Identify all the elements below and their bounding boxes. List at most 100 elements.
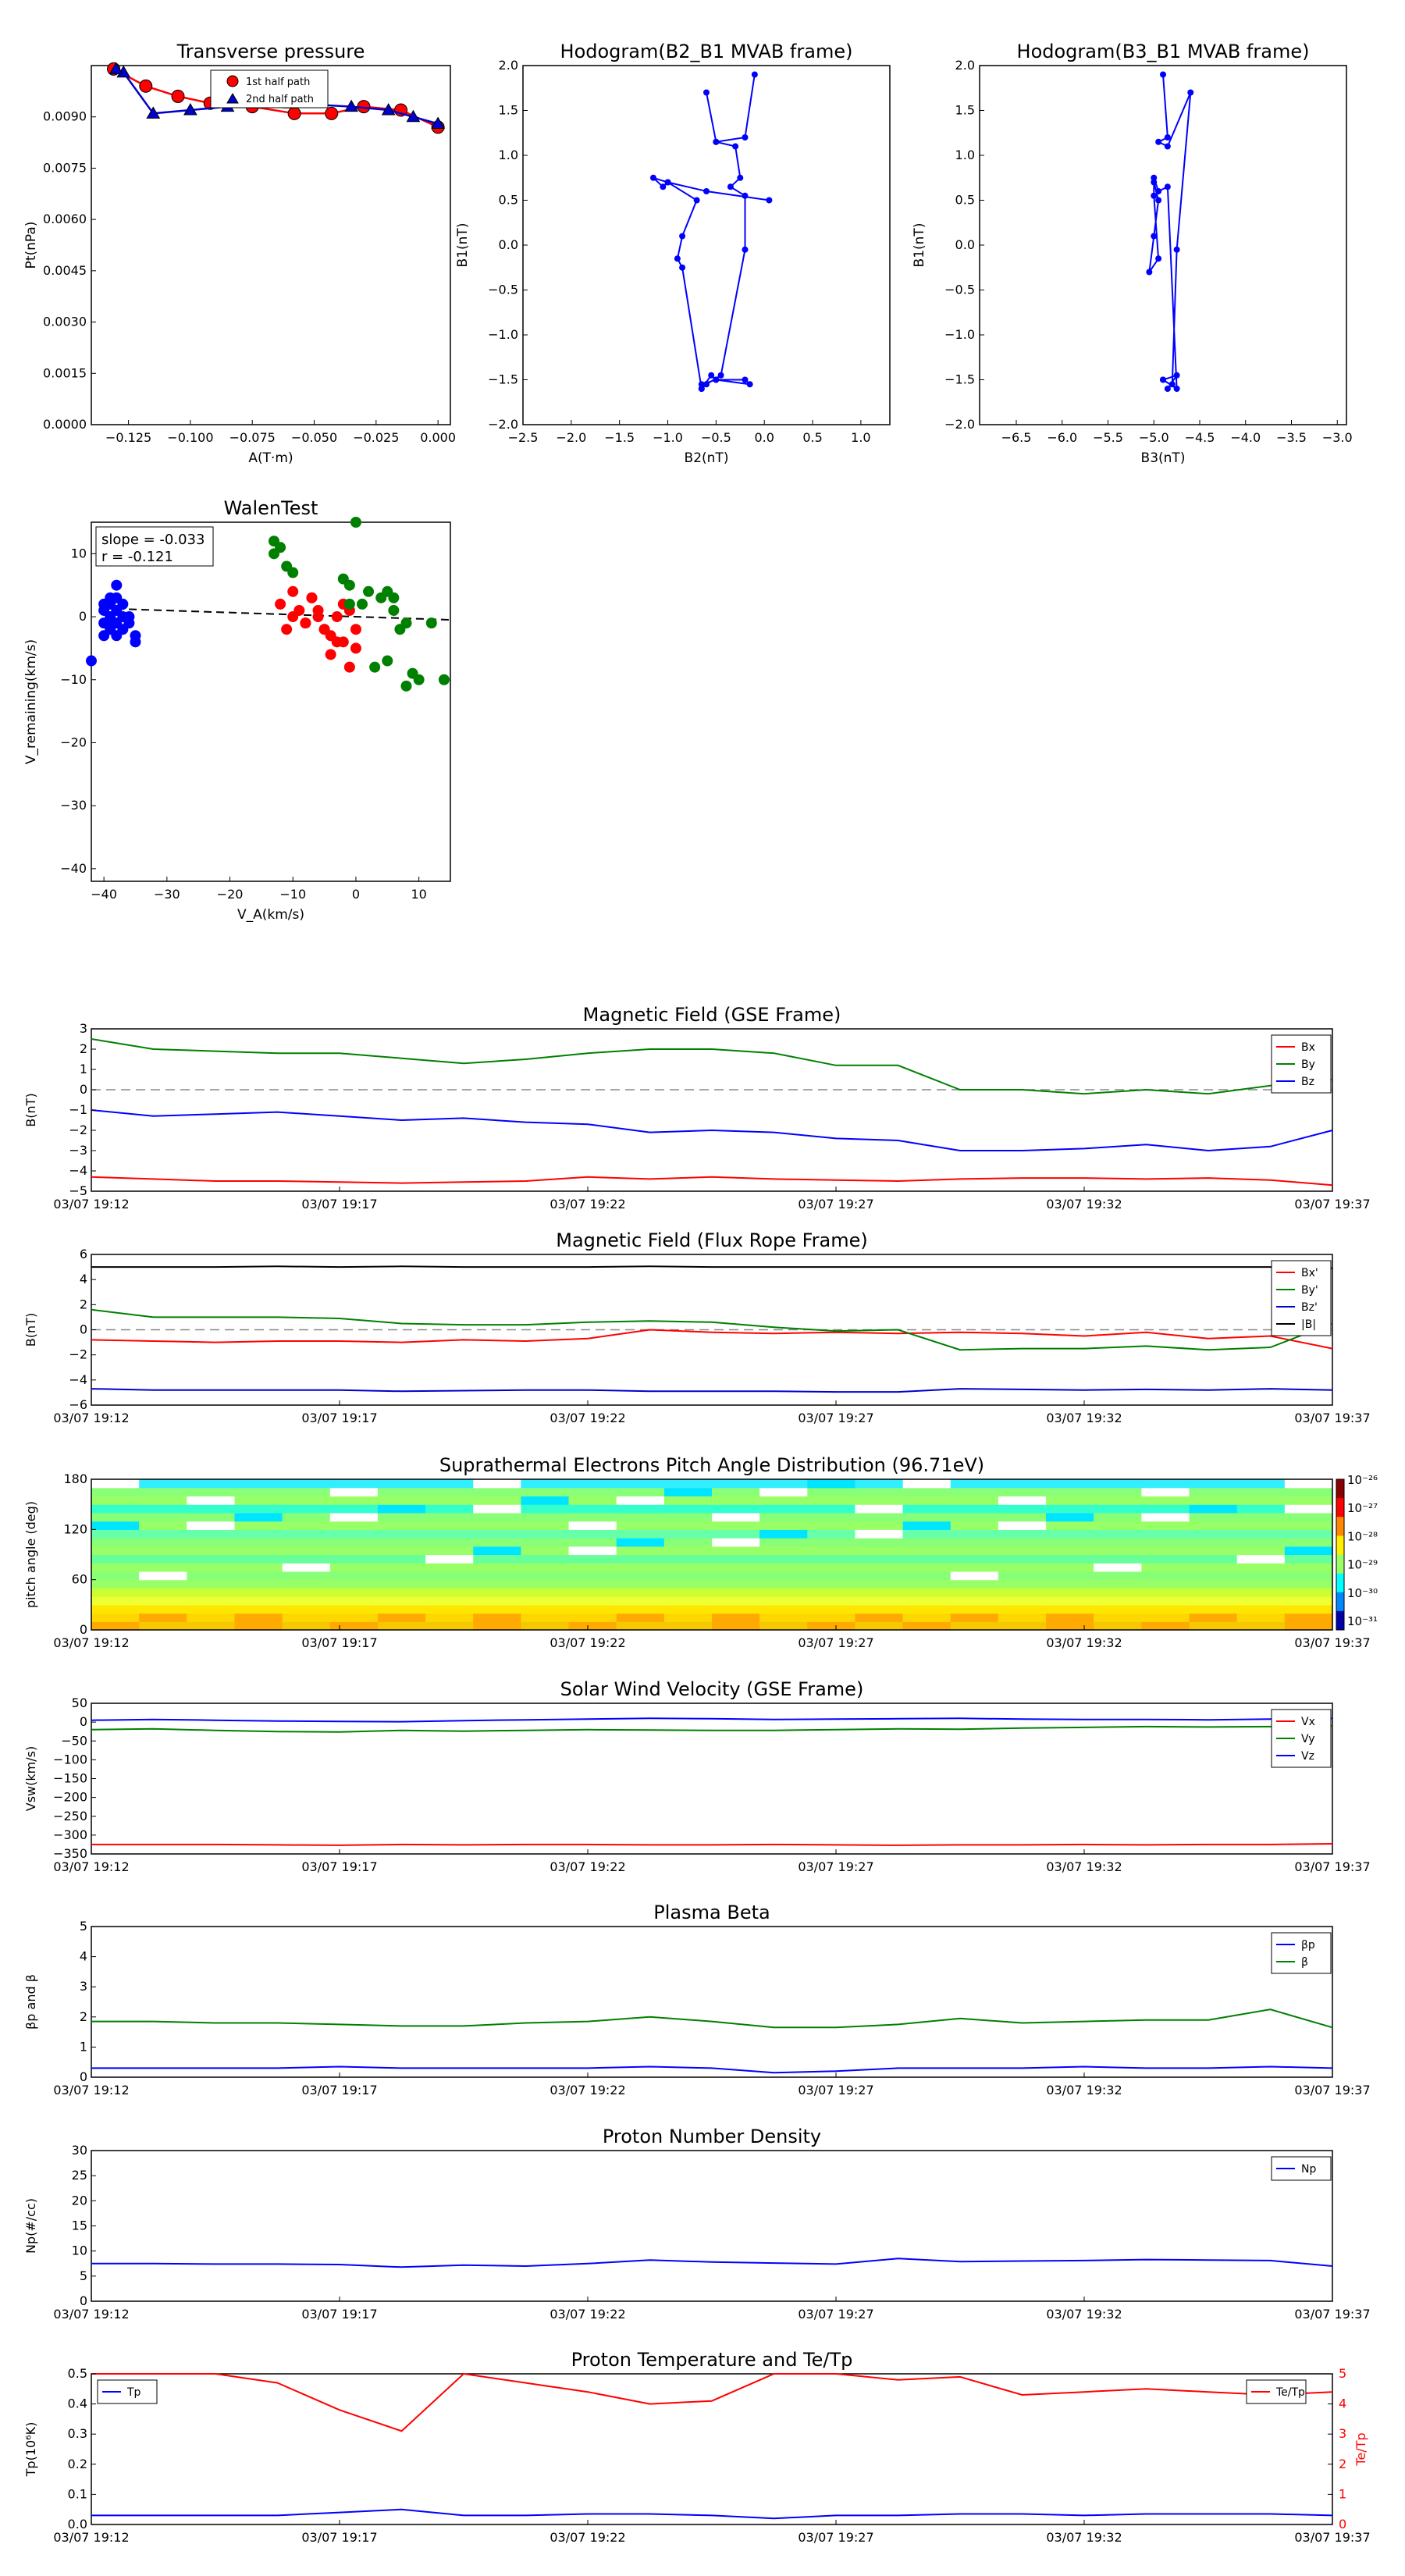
- legend: Vx Vy Vz: [1271, 1709, 1332, 1768]
- hodogram-b2-b1-xtick-label: −0.5: [701, 430, 731, 445]
- heatmap-cell: [616, 1596, 665, 1606]
- heatmap-cell: [855, 1546, 904, 1556]
- data-point: [146, 106, 161, 119]
- heatmap-cell: [377, 1596, 426, 1606]
- hodogram-b3-b1-ytick-label: 1.0: [955, 148, 975, 162]
- data-point: [1155, 255, 1162, 262]
- colorbar-segment: [1336, 1479, 1344, 1499]
- heatmap-cell: [521, 1563, 570, 1572]
- heatmap-cell: [616, 1496, 665, 1505]
- heatmap-cell: [998, 1546, 1047, 1556]
- heatmap-cell: [616, 1538, 665, 1547]
- data-point: [1164, 134, 1171, 141]
- heatmap-cell: [568, 1504, 617, 1514]
- data-point: [679, 264, 686, 271]
- heatmap-cell: [1284, 1479, 1333, 1489]
- heatmap-cell: [91, 1579, 140, 1589]
- heatmap-cell: [902, 1621, 951, 1631]
- data-point: [337, 636, 349, 648]
- heatmap-cell: [855, 1554, 904, 1564]
- heatmap-cell: [234, 1613, 283, 1622]
- magnetic-field-gse-ylabel: B(nT): [23, 1093, 38, 1126]
- legend-label: Vx: [1301, 1716, 1315, 1728]
- heatmap-cell: [521, 1571, 570, 1581]
- data-point: [357, 598, 368, 610]
- heatmap-cell: [1141, 1546, 1190, 1556]
- heatmap-cell: [1284, 1538, 1333, 1547]
- data-point: [1168, 381, 1176, 388]
- heatmap-cell: [521, 1596, 570, 1606]
- heatmap-cell: [1094, 1613, 1142, 1622]
- proton-temperature-frame: [91, 2373, 1333, 2525]
- heatmap-cell: [663, 1504, 713, 1514]
- colorbar-segment: [1336, 1535, 1344, 1555]
- heatmap-cell: [759, 1504, 808, 1514]
- hodogram-b3-b1-ytick-label: 2.0: [955, 58, 975, 73]
- magnetic-field-fr-ytick-label: 4: [80, 1272, 87, 1286]
- heatmap-cell: [998, 1512, 1047, 1522]
- heatmap-cell: [187, 1621, 236, 1631]
- heatmap-cell: [1236, 1479, 1286, 1489]
- heatmap-cell: [1094, 1596, 1142, 1606]
- data-point: [105, 617, 116, 629]
- data-point: [766, 197, 773, 204]
- proton-density-ytick-label: 0: [80, 2293, 87, 2308]
- heatmap-cell: [759, 1563, 808, 1572]
- heatmap-cell: [425, 1588, 474, 1597]
- transverse-pressure-ytick-label: 0.0045: [43, 263, 87, 278]
- plasma-beta-xtick-label: 03/07 19:12: [53, 2083, 129, 2097]
- heatmap-cell: [950, 1588, 999, 1597]
- heatmap-cell: [759, 1487, 808, 1497]
- solar-wind-velocity-ytick-label: −350: [53, 1846, 87, 1861]
- magnetic-field-gse-ytick-label: −2: [69, 1123, 87, 1137]
- heatmap-cell: [759, 1613, 808, 1622]
- heatmap-cell: [473, 1613, 521, 1622]
- heatmap-cell: [1141, 1563, 1190, 1572]
- data-point: [664, 179, 671, 186]
- hodogram-b3-b1-title: Hodogram(B3_B1 MVAB frame): [1017, 41, 1310, 62]
- proton-density-xtick-label: 03/07 19:22: [550, 2307, 625, 2322]
- data-point: [350, 624, 361, 635]
- heatmap-cell: [377, 1512, 426, 1522]
- heatmap-cell: [950, 1554, 999, 1564]
- data-point: [388, 604, 400, 616]
- proton-density-ytick-label: 10: [72, 2243, 87, 2258]
- heatmap-cell: [568, 1512, 617, 1522]
- data-point: [382, 655, 393, 667]
- heatmap-cell: [807, 1521, 856, 1530]
- heatmap-cell: [663, 1588, 713, 1597]
- transverse-pressure-ytick-label: 0.0000: [43, 417, 87, 432]
- heatmap-cell: [712, 1579, 760, 1589]
- heatmap-cell: [187, 1512, 236, 1522]
- legend-label: Vz: [1301, 1750, 1314, 1763]
- proton-temperature-ytick2-label: 3: [1339, 2426, 1346, 2441]
- data-point: [1151, 233, 1158, 240]
- heatmap-cell: [377, 1546, 426, 1556]
- heatmap-cell: [425, 1496, 474, 1505]
- heatmap-cell: [663, 1554, 713, 1564]
- plasma-beta-xtick-label: 03/07 19:27: [798, 2083, 873, 2097]
- heatmap-cell: [425, 1546, 474, 1556]
- heatmap-cell: [902, 1512, 951, 1522]
- plasma-beta-xtick-label: 03/07 19:32: [1046, 2083, 1122, 2097]
- pitch-angle-xtick-label: 03/07 19:37: [1294, 1635, 1370, 1650]
- heatmap-cell: [998, 1571, 1047, 1581]
- proton-temperature-ytick2-label: 2: [1339, 2457, 1346, 2471]
- plasma-beta-xtick-label: 03/07 19:37: [1294, 2083, 1370, 2097]
- heatmap-cell: [663, 1579, 713, 1589]
- series-line-b: [91, 1265, 1333, 1269]
- walen-test-xlabel: V_A(km/s): [237, 907, 304, 923]
- heatmap-cell: [855, 1604, 904, 1614]
- heatmap-cell: [1284, 1546, 1333, 1556]
- walen-test-ytick-label: −30: [60, 798, 87, 813]
- data-point: [350, 642, 361, 654]
- walen-test-ytick-label: −10: [60, 672, 87, 687]
- data-point: [737, 174, 744, 181]
- heatmap-cell: [282, 1487, 331, 1497]
- heatmap-cell: [425, 1529, 474, 1539]
- heatmap-cell: [282, 1521, 331, 1530]
- heatmap-cell: [950, 1596, 999, 1606]
- heatmap-cell: [950, 1521, 999, 1530]
- heatmap-cell: [473, 1479, 521, 1489]
- heatmap-cell: [234, 1571, 283, 1581]
